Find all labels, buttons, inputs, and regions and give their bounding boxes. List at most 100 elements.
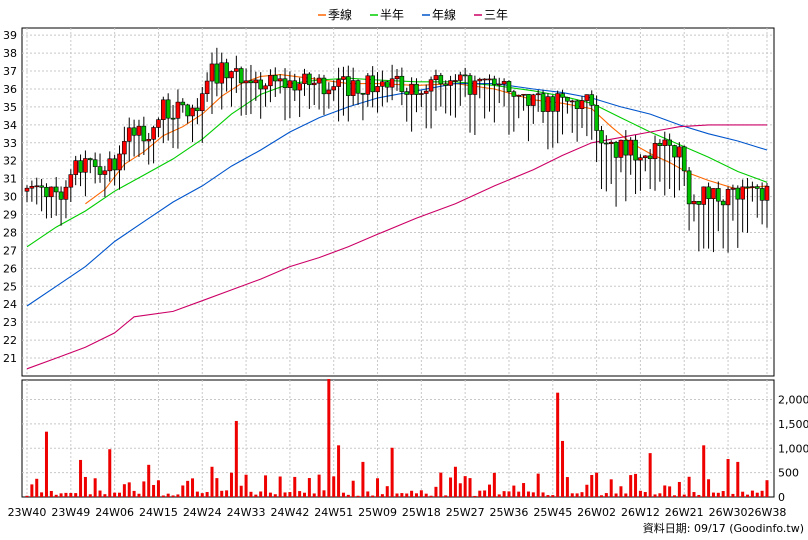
volume-bar (327, 379, 331, 497)
price-axis: 21 22 23 24 25 26 27 28 29 30 31 32 33 34 35 36 37 38 39 (3, 29, 17, 365)
volume-bar (210, 466, 214, 497)
volume-bar (40, 492, 44, 497)
candle-body (243, 80, 249, 84)
time-tick-label: 26W21 (665, 506, 704, 519)
time-tick-label: 24W24 (183, 506, 222, 519)
candle-body (477, 78, 483, 82)
volume-bar (356, 495, 360, 497)
volume-bar (687, 476, 691, 497)
candle-body (628, 139, 633, 156)
volume-bar (570, 493, 574, 497)
volume-bar (249, 491, 253, 497)
time-tick-label: 23W40 (8, 506, 47, 519)
volume-bar (307, 478, 311, 497)
candle-body (180, 101, 186, 106)
candle-body (681, 146, 687, 172)
candle-body (467, 75, 473, 95)
volume-bar (536, 473, 540, 497)
candle-body (365, 75, 371, 95)
candle-body (657, 143, 663, 146)
volume-bar (551, 495, 555, 497)
volume-bar (697, 494, 701, 497)
volume-bar (283, 492, 287, 497)
price-tick-label: 26 (3, 262, 17, 275)
candle-body (730, 187, 736, 190)
volume-bar (453, 466, 457, 497)
volume-bar (721, 491, 725, 497)
volume-bar (205, 492, 209, 497)
volume-panel-frame (21, 379, 775, 498)
candle-body (287, 80, 293, 88)
candle-body (492, 78, 497, 85)
volume-bar (142, 481, 146, 497)
candle-body (535, 93, 541, 96)
candle-body (49, 186, 54, 198)
volume-bar (341, 492, 345, 497)
time-tick-label: 24W06 (95, 506, 134, 519)
volume-bar (463, 476, 467, 497)
candle-body (584, 94, 590, 101)
data-date-credit: 資料日期: 09/17 (Goodinfo.tw) (643, 521, 804, 535)
volume-bar (673, 495, 676, 497)
volume-bar (380, 494, 384, 497)
candle-body (735, 187, 741, 200)
volume-bar (522, 483, 526, 497)
candle-body (521, 93, 526, 96)
time-tick-label: 25W18 (402, 506, 441, 519)
volume-bar (83, 476, 87, 497)
volume-bar (346, 494, 350, 497)
candle-body (355, 80, 361, 94)
candle-body (277, 78, 283, 82)
volume-bar (634, 473, 638, 497)
candle-body (448, 80, 453, 86)
volume-tick-label: 1,000 (778, 442, 808, 455)
price-tick-label: 29 (3, 209, 17, 222)
volume-bar (118, 492, 121, 497)
legend-label: 季線 (328, 7, 352, 22)
volume-bar (161, 495, 165, 497)
candle-body (87, 158, 93, 161)
volume-bar (429, 495, 433, 497)
candle-body (341, 76, 346, 80)
candle-body (380, 81, 385, 87)
candle-body (759, 188, 765, 201)
volume-bar (113, 492, 117, 497)
candle-body (574, 100, 580, 110)
volume-bar (653, 494, 657, 497)
volume-bar (492, 472, 496, 497)
candle-body (409, 83, 414, 95)
volume-bar (643, 492, 647, 497)
candle-body (555, 93, 560, 112)
time-tick-label: 24W33 (227, 506, 266, 519)
price-tick-label: 25 (3, 280, 17, 293)
candle-body (667, 139, 672, 146)
candle-body (107, 158, 113, 172)
candle-body (297, 83, 302, 91)
candle-body (161, 99, 166, 120)
volume-bar (565, 477, 569, 497)
volume-bar (424, 493, 428, 497)
candle-body (199, 93, 205, 112)
volume-bar (195, 491, 199, 497)
candle-body (618, 139, 624, 158)
time-tick-label: 24W51 (314, 506, 353, 519)
volume-bar (716, 492, 720, 497)
volume-bar (410, 490, 414, 497)
candle-body (691, 200, 697, 205)
volume-bar (93, 478, 97, 497)
volume-bar (702, 445, 706, 497)
candle-body (263, 85, 268, 90)
candle-body (131, 127, 137, 136)
price-tick-label: 30 (3, 191, 17, 204)
candle-body (516, 94, 522, 97)
candle-body (346, 76, 351, 96)
volume-bar (439, 472, 443, 497)
candle-body (545, 96, 551, 112)
volume-bar (599, 495, 603, 497)
candle-body (428, 79, 434, 92)
volume-bar (35, 478, 39, 497)
volume-bar (692, 492, 696, 497)
candle-body (384, 81, 390, 88)
time-tick-label: 23W49 (51, 506, 90, 519)
